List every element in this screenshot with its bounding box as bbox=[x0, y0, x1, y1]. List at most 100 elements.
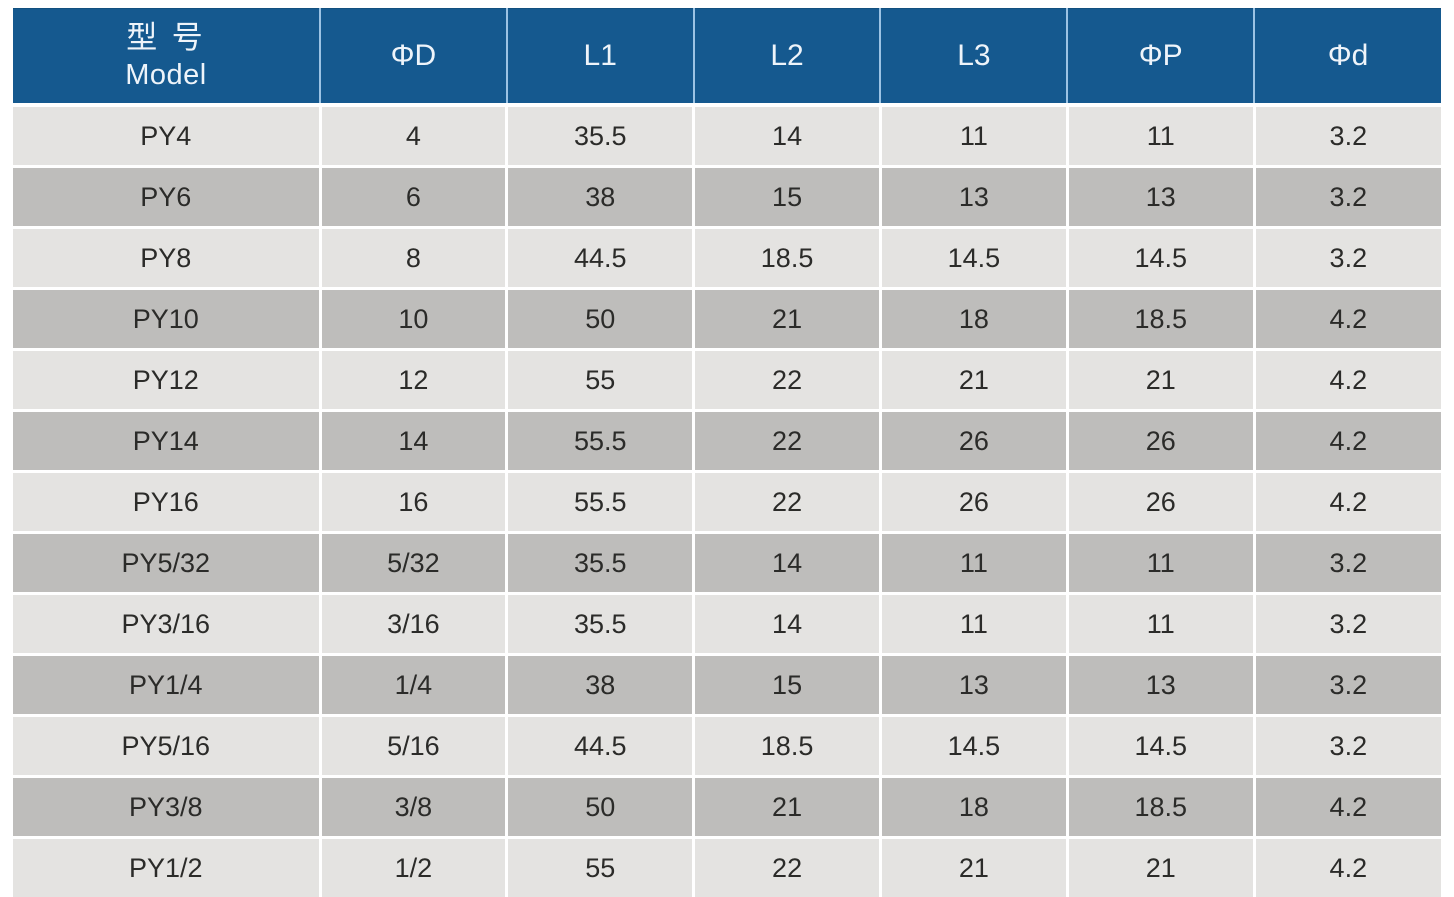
value-cell: 26 bbox=[1067, 411, 1254, 472]
value-cell: 4.2 bbox=[1254, 838, 1441, 897]
value-cell: 11 bbox=[1067, 594, 1254, 655]
value-cell: 3.2 bbox=[1254, 167, 1441, 228]
value-cell: 13 bbox=[1067, 167, 1254, 228]
value-cell: 4.2 bbox=[1254, 350, 1441, 411]
value-cell: 3.2 bbox=[1254, 594, 1441, 655]
value-cell: 3.2 bbox=[1254, 105, 1441, 167]
value-cell: 21 bbox=[880, 350, 1067, 411]
value-cell: 3.2 bbox=[1254, 228, 1441, 289]
value-cell: 11 bbox=[880, 594, 1067, 655]
value-cell: 22 bbox=[694, 411, 881, 472]
value-cell: 21 bbox=[1067, 350, 1254, 411]
value-cell: 26 bbox=[880, 411, 1067, 472]
value-cell: 13 bbox=[1067, 655, 1254, 716]
value-cell: 26 bbox=[880, 472, 1067, 533]
header-model-zh: 型 号 bbox=[14, 19, 318, 58]
value-cell: 44.5 bbox=[507, 716, 694, 777]
value-cell: 3.2 bbox=[1254, 655, 1441, 716]
value-cell: 14.5 bbox=[1067, 716, 1254, 777]
value-cell: 11 bbox=[1067, 105, 1254, 167]
value-cell: 55 bbox=[507, 838, 694, 897]
value-cell: 4.2 bbox=[1254, 289, 1441, 350]
value-cell: 13 bbox=[880, 655, 1067, 716]
header-cell-phi-p: ΦP bbox=[1067, 9, 1254, 106]
header-model-en: Model bbox=[14, 57, 318, 93]
value-cell: 38 bbox=[507, 167, 694, 228]
value-cell: 50 bbox=[507, 289, 694, 350]
value-cell: 4.2 bbox=[1254, 472, 1441, 533]
table-header: 型 号 Model ΦD L1 L2 L3 ΦP Φd bbox=[13, 9, 1441, 106]
model-cell: PY1/2 bbox=[13, 838, 320, 897]
header-row: 型 号 Model ΦD L1 L2 L3 ΦP Φd bbox=[13, 9, 1441, 106]
value-cell: 14.5 bbox=[880, 716, 1067, 777]
value-cell: 21 bbox=[694, 289, 881, 350]
value-cell: 21 bbox=[694, 777, 881, 838]
model-cell: PY5/32 bbox=[13, 533, 320, 594]
header-cell-phi-d-inner: Φd bbox=[1254, 9, 1441, 106]
value-cell: 15 bbox=[694, 167, 881, 228]
value-cell: 14 bbox=[320, 411, 507, 472]
value-cell: 55.5 bbox=[507, 472, 694, 533]
model-cell: PY5/16 bbox=[13, 716, 320, 777]
header-cell-l3: L3 bbox=[880, 9, 1067, 106]
value-cell: 1/2 bbox=[320, 838, 507, 897]
value-cell: 26 bbox=[1067, 472, 1254, 533]
header-cell-l1: L1 bbox=[507, 9, 694, 106]
model-cell: PY12 bbox=[13, 350, 320, 411]
value-cell: 1/4 bbox=[320, 655, 507, 716]
value-cell: 18.5 bbox=[1067, 289, 1254, 350]
value-cell: 22 bbox=[694, 350, 881, 411]
value-cell: 50 bbox=[507, 777, 694, 838]
model-cell: PY6 bbox=[13, 167, 320, 228]
value-cell: 15 bbox=[694, 655, 881, 716]
value-cell: 5/32 bbox=[320, 533, 507, 594]
value-cell: 55.5 bbox=[507, 411, 694, 472]
value-cell: 3.2 bbox=[1254, 716, 1441, 777]
model-cell: PY3/16 bbox=[13, 594, 320, 655]
value-cell: 5/16 bbox=[320, 716, 507, 777]
value-cell: 55 bbox=[507, 350, 694, 411]
value-cell: 22 bbox=[694, 472, 881, 533]
model-cell: PY8 bbox=[13, 228, 320, 289]
value-cell: 18 bbox=[880, 289, 1067, 350]
value-cell: 14 bbox=[694, 105, 881, 167]
value-cell: 35.5 bbox=[507, 105, 694, 167]
value-cell: 12 bbox=[320, 350, 507, 411]
value-cell: 18 bbox=[880, 777, 1067, 838]
value-cell: 35.5 bbox=[507, 533, 694, 594]
value-cell: 6 bbox=[320, 167, 507, 228]
value-cell: 18.5 bbox=[694, 228, 881, 289]
value-cell: 3.2 bbox=[1254, 533, 1441, 594]
value-cell: 3/16 bbox=[320, 594, 507, 655]
value-cell: 13 bbox=[880, 167, 1067, 228]
model-cell: PY16 bbox=[13, 472, 320, 533]
value-cell: 22 bbox=[694, 838, 881, 897]
value-cell: 10 bbox=[320, 289, 507, 350]
value-cell: 14.5 bbox=[1067, 228, 1254, 289]
value-cell: 4.2 bbox=[1254, 411, 1441, 472]
value-cell: 3/8 bbox=[320, 777, 507, 838]
model-cell: PY14 bbox=[13, 411, 320, 472]
value-cell: 35.5 bbox=[507, 594, 694, 655]
value-cell: 18.5 bbox=[694, 716, 881, 777]
value-cell: 11 bbox=[880, 105, 1067, 167]
header-cell-model: 型 号 Model bbox=[13, 9, 320, 106]
value-cell: 11 bbox=[880, 533, 1067, 594]
value-cell: 21 bbox=[1067, 838, 1254, 897]
